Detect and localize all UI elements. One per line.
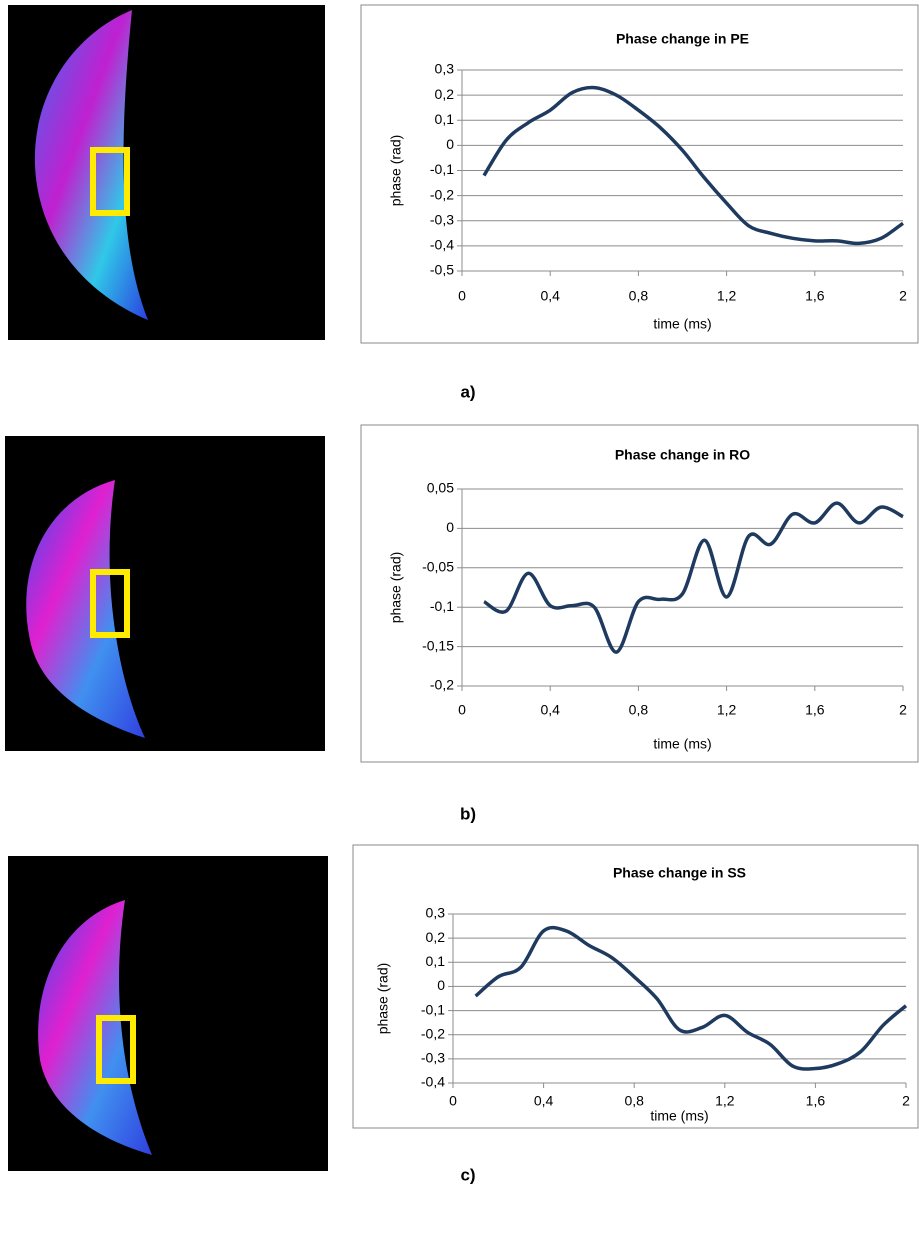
line-series xyxy=(474,925,908,1071)
line-series xyxy=(482,85,905,246)
y-tick-label: 0,1 xyxy=(435,111,455,127)
x-tick-label: 0,8 xyxy=(629,288,649,304)
y-tick-label: 0 xyxy=(437,977,445,993)
image-c xyxy=(8,856,328,1171)
chart-title: Phase change in SS xyxy=(613,865,746,881)
x-tick-label: 1,2 xyxy=(715,1093,735,1109)
x-tick-label: 0 xyxy=(449,1093,457,1109)
y-tick-label: -0,1 xyxy=(421,1001,445,1017)
y-tick-label: -0,4 xyxy=(421,1074,445,1090)
chart-frame xyxy=(360,4,919,344)
line-series xyxy=(483,501,904,654)
y-axis-label: phase (rad) xyxy=(375,963,391,1035)
y-tick-label: -0,3 xyxy=(430,211,454,227)
y-tick-label: 0 xyxy=(446,136,454,152)
y-tick-label: 0,2 xyxy=(435,86,455,102)
y-tick-label: 0,1 xyxy=(426,953,446,969)
y-tick-label: -0,1 xyxy=(430,598,454,614)
y-tick-label: 0,2 xyxy=(426,929,446,945)
y-tick-label: -0,4 xyxy=(430,237,454,253)
x-tick-label: 0,8 xyxy=(629,702,649,718)
chart-title: Phase change in RO xyxy=(615,447,750,463)
y-tick-label: 0 xyxy=(446,519,454,535)
y-tick-label: 0,3 xyxy=(426,905,446,921)
x-tick-label: 2 xyxy=(899,288,907,304)
x-tick-label: 2 xyxy=(902,1093,910,1109)
chart: 0,050-0,05-0,1-0,15-0,20 0,4 0,8 1,2 1,6 2Pha… xyxy=(360,424,919,823)
x-tick-label: 1,2 xyxy=(717,288,737,304)
x-tick-label: 0,4 xyxy=(540,288,560,304)
y-tick-label: -0,2 xyxy=(430,677,454,693)
x-tick-label: 1,2 xyxy=(717,702,737,718)
y-axis-label: phase (rad) xyxy=(388,552,404,624)
x-axis-label: time (ms) xyxy=(650,1108,708,1124)
y-tick-label: -0,05 xyxy=(422,559,454,575)
y-tick-label: -0,15 xyxy=(422,637,454,653)
chart-frame xyxy=(360,424,919,763)
x-tick-label: 0,4 xyxy=(540,702,560,718)
y-tick-label: 0,05 xyxy=(427,480,454,496)
chart: 0,30,20,10-0,1-0,2-0,3-0,40 0,4 0,8 1,2 1,6 2… xyxy=(352,844,919,1184)
y-tick-label: 0,3 xyxy=(435,61,455,77)
y-tick-label: -0,3 xyxy=(421,1050,445,1066)
image-b xyxy=(5,436,325,751)
x-tick-label: 2 xyxy=(899,702,907,718)
panel-label: a) xyxy=(460,382,475,401)
x-tick-label: 1,6 xyxy=(805,702,825,718)
panel-label: b) xyxy=(460,804,476,823)
y-tick-label: -0,1 xyxy=(430,161,454,177)
chart-title: Phase change in PE xyxy=(616,31,749,47)
image-a xyxy=(8,5,325,340)
x-tick-label: 0,4 xyxy=(534,1093,554,1109)
x-axis-label: time (ms) xyxy=(653,736,711,752)
x-tick-label: 0,8 xyxy=(624,1093,644,1109)
x-tick-label: 1,6 xyxy=(805,288,825,304)
x-tick-label: 0 xyxy=(458,702,466,718)
x-axis-label: time (ms) xyxy=(653,316,711,332)
y-tick-label: -0,2 xyxy=(430,186,454,202)
y-axis-label: phase (rad) xyxy=(388,135,404,207)
chart: 0,30,20,10-0,1-0,2-0,3-0,4-0,50 0,4 0,8 1,2… xyxy=(360,4,919,401)
x-tick-label: 1,6 xyxy=(806,1093,826,1109)
y-tick-label: -0,5 xyxy=(430,262,454,278)
x-tick-label: 0 xyxy=(458,288,466,304)
panel-label: c) xyxy=(460,1165,475,1184)
y-tick-label: -0,2 xyxy=(421,1025,445,1041)
